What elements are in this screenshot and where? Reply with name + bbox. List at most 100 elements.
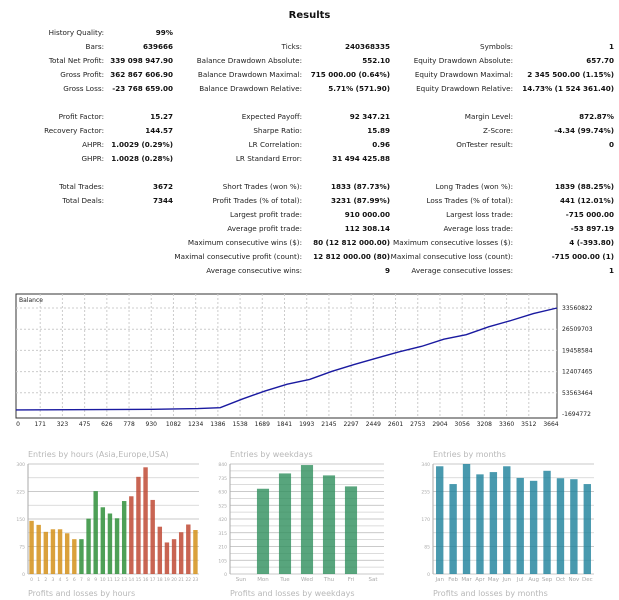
- ahpr-label: AHPR:: [82, 140, 104, 149]
- gross-profit-label: Gross Profit:: [60, 70, 104, 79]
- bar: [256, 488, 270, 574]
- x-tick-label: 930: [146, 421, 158, 428]
- largest-loss-trade-value: -715 000.00: [565, 210, 614, 219]
- x-tick-label: 0: [30, 577, 33, 583]
- x-tick-label: 14: [128, 577, 134, 583]
- x-tick-label: 7: [80, 577, 83, 583]
- history-quality-label: History Quality:: [48, 28, 104, 37]
- maximum-consecutive-losses-value: 4 (-393.80): [569, 238, 614, 247]
- x-tick-label: Fri: [348, 577, 355, 583]
- bar: [489, 472, 498, 574]
- bar: [50, 529, 56, 574]
- profit-trades-of-total-value: 3231 (87.99%): [330, 196, 390, 205]
- bar: [143, 467, 148, 574]
- bar: [300, 465, 314, 574]
- y-tick-label: 53563464: [562, 390, 593, 397]
- x-tick-label: 21: [178, 577, 184, 583]
- balance-drawdown-absolute-label: Balance Drawdown Absolute:: [196, 56, 302, 65]
- x-tick-label: Feb: [448, 577, 458, 583]
- bar: [57, 529, 63, 574]
- chart-title: Entries by hours (Asia,Europe,USA): [28, 450, 169, 459]
- x-tick-label: Jun: [501, 577, 511, 583]
- y-tick-label: 0: [22, 572, 25, 578]
- x-tick-label: 9: [94, 577, 97, 583]
- x-tick-label: 1386: [210, 421, 225, 428]
- x-tick-label: 171: [34, 421, 46, 428]
- x-tick-label: Aug: [528, 577, 539, 583]
- maximum-consecutive-wins-label: Maximum consecutive wins ($):: [187, 238, 302, 247]
- bar: [344, 486, 358, 574]
- bar: [503, 466, 511, 574]
- margin-level-label: Margin Level:: [464, 112, 513, 121]
- x-tick-label: 475: [79, 421, 91, 428]
- y-tick-label: -1694772: [562, 411, 591, 418]
- chart-footer: Profits and losses by months: [433, 589, 548, 598]
- bar: [114, 518, 120, 574]
- maximal-consecutive-profit-count-label: Maximal consecutive profit (count):: [174, 252, 302, 261]
- y-tick-label: 26509703: [562, 326, 593, 333]
- x-tick-label: 1689: [255, 421, 270, 428]
- x-tick-label: 2601: [388, 421, 403, 428]
- bar: [178, 532, 184, 574]
- x-tick-label: 16: [143, 577, 149, 583]
- maximal-consecutive-profit-count-value: 12 812 000.00 (80): [313, 252, 390, 261]
- ahpr-value: 1.0029 (0.29%): [111, 140, 173, 149]
- y-tick-label: 170: [421, 517, 430, 523]
- x-tick-label: Sun: [236, 577, 247, 583]
- x-tick-label: 2904: [432, 421, 447, 428]
- total-net-profit-label: Total Net Profit:: [48, 56, 104, 65]
- x-tick-label: 1234: [188, 421, 203, 428]
- y-tick-label: 85: [424, 545, 430, 551]
- long-trades-won-label: Long Trades (won %):: [435, 182, 513, 191]
- maximum-consecutive-losses-label: Maximum consecutive losses ($):: [393, 238, 513, 247]
- recovery-factor-label: Recovery Factor:: [44, 126, 104, 135]
- bar: [43, 531, 49, 574]
- chart-entries-by-months: 0 85 170 255 340 Jan Feb Mar Apr May Jun Jul Aug Sep O…: [421, 462, 594, 583]
- y-tick-label: 300: [16, 462, 25, 468]
- largest-profit-trade-value: 910 000.00: [344, 210, 390, 219]
- x-tick-label: 17: [150, 577, 156, 583]
- expected-payoff-value: 92 347.21: [349, 112, 390, 121]
- x-tick-label: 2145: [321, 421, 336, 428]
- loss-trades-of-total-label: Loss Trades (% of total):: [426, 196, 513, 205]
- lr-correlation-label: LR Correlation:: [248, 140, 302, 149]
- bar: [72, 539, 77, 574]
- y-tick-label: 12407465: [562, 369, 593, 376]
- sharpe-ratio-label: Sharpe Ratio:: [253, 126, 302, 135]
- balance-plot-area: [15, 293, 558, 419]
- lr-correlation-value: 0.96: [372, 140, 390, 149]
- bar: [186, 524, 191, 574]
- short-trades-won-label: Short Trades (won %):: [222, 182, 302, 191]
- bar: [516, 477, 524, 574]
- equity-drawdown-absolute-value: 657.70: [586, 56, 614, 65]
- balance-drawdown-maximal-label: Balance Drawdown Maximal:: [197, 70, 302, 79]
- bar: [171, 539, 177, 574]
- largest-loss-trade-label: Largest loss trade:: [446, 210, 513, 219]
- largest-profit-trade-label: Largest profit trade:: [229, 210, 302, 219]
- ghpr-label: GHPR:: [81, 154, 104, 163]
- maximal-consecutive-loss-count-value: -715 000.00 (1): [551, 252, 614, 261]
- equity-drawdown-absolute-label: Equity Drawdown Absolute:: [413, 56, 513, 65]
- x-tick-label: 12: [114, 577, 120, 583]
- y-tick-label: 75: [19, 545, 25, 551]
- y-tick-label: 33560822: [562, 305, 593, 312]
- chart-footer: Profits and losses by hours: [28, 589, 136, 598]
- y-tick-label: 630: [218, 490, 227, 496]
- x-tick-label: 3360: [499, 421, 514, 428]
- average-consecutive-losses-label: Average consecutive losses:: [411, 266, 513, 275]
- x-tick-label: 1841: [277, 421, 292, 428]
- x-tick-label: 3056: [455, 421, 470, 428]
- y-tick-label: 210: [218, 545, 227, 551]
- y-tick-label: 225: [16, 490, 25, 496]
- bar: [436, 466, 444, 574]
- bar: [583, 484, 591, 574]
- symbols-label: Symbols:: [480, 42, 513, 51]
- x-tick-label: May: [488, 577, 500, 583]
- x-tick-label: 13: [121, 577, 127, 583]
- bar: [570, 479, 578, 574]
- x-tick-label: 3664: [543, 421, 558, 428]
- y-tick-label: 19458584: [562, 347, 593, 354]
- balance-legend-label: Balance: [19, 297, 43, 304]
- z-score-label: Z-Score:: [483, 126, 513, 135]
- history-quality-value: 99%: [155, 28, 173, 37]
